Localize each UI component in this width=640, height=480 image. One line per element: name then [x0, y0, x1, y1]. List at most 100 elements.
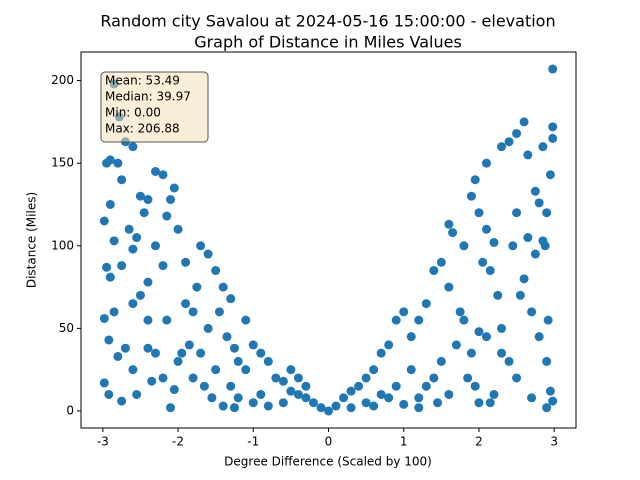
point	[169, 385, 179, 395]
point	[169, 183, 179, 193]
point	[361, 373, 371, 383]
point	[429, 373, 439, 383]
point	[135, 290, 145, 300]
x-tick-label: -3	[97, 435, 109, 449]
point	[278, 376, 288, 386]
point	[128, 299, 138, 309]
point	[444, 282, 454, 292]
point	[436, 356, 446, 366]
point	[188, 373, 198, 383]
point	[263, 356, 273, 366]
point	[286, 365, 296, 375]
y-tick-label: 200	[51, 73, 74, 87]
point	[301, 381, 311, 391]
point	[497, 323, 507, 333]
point	[384, 393, 394, 403]
point	[444, 389, 454, 399]
point	[173, 224, 183, 234]
point	[196, 241, 206, 251]
point	[530, 186, 540, 196]
point	[504, 356, 514, 366]
point	[519, 117, 529, 127]
point	[192, 282, 202, 292]
point	[214, 307, 224, 317]
point	[497, 348, 507, 358]
point	[143, 195, 153, 205]
point	[376, 389, 386, 399]
point	[444, 219, 454, 229]
point	[162, 211, 172, 221]
point	[399, 307, 409, 317]
point	[421, 299, 431, 309]
point	[117, 261, 127, 271]
point	[459, 315, 469, 325]
point	[508, 241, 518, 251]
point	[104, 389, 114, 399]
point	[545, 170, 555, 180]
point	[455, 307, 465, 317]
point	[414, 315, 424, 325]
point	[466, 191, 476, 201]
stats-line: Mean: 53.49	[105, 74, 180, 88]
point	[497, 142, 507, 152]
point	[113, 351, 123, 361]
point	[339, 393, 349, 403]
point	[233, 393, 243, 403]
point	[117, 175, 127, 185]
point	[177, 348, 187, 358]
point	[117, 396, 127, 406]
point	[542, 403, 552, 413]
point	[478, 257, 488, 267]
point	[489, 237, 499, 247]
y-axis-label: Distance (Miles)	[25, 192, 39, 288]
point	[293, 389, 303, 399]
point	[414, 393, 424, 403]
point	[429, 266, 439, 276]
chart-subtitle: Graph of Distance in Miles Values	[194, 33, 462, 52]
point	[489, 389, 499, 399]
point	[538, 142, 548, 152]
point	[543, 315, 553, 325]
point	[233, 356, 243, 366]
point	[184, 340, 194, 350]
point	[99, 378, 109, 388]
point	[399, 399, 409, 409]
point	[474, 208, 484, 218]
point	[548, 133, 558, 143]
point	[474, 327, 484, 337]
point	[548, 64, 558, 74]
point	[530, 249, 540, 259]
point	[466, 348, 476, 358]
point	[540, 241, 550, 251]
point	[263, 401, 273, 411]
point	[504, 137, 514, 147]
x-tick-label: -1	[247, 435, 259, 449]
point	[248, 398, 258, 408]
point	[369, 401, 379, 411]
stats-box	[100, 71, 209, 143]
point	[211, 266, 221, 276]
point	[406, 365, 416, 375]
point	[158, 261, 168, 271]
point	[124, 224, 134, 234]
x-tick-label: 1	[400, 435, 408, 449]
point	[545, 386, 555, 396]
point	[218, 282, 228, 292]
point	[542, 356, 552, 366]
point	[523, 233, 533, 243]
point	[481, 158, 491, 168]
x-tick-label: 3	[550, 435, 558, 449]
point	[451, 340, 461, 350]
point	[391, 315, 401, 325]
point	[158, 170, 168, 180]
point	[203, 323, 213, 333]
x-tick-label: 0	[325, 435, 333, 449]
point	[128, 142, 138, 152]
point	[135, 191, 145, 201]
point	[542, 208, 552, 218]
point	[293, 373, 303, 383]
point	[256, 348, 266, 358]
point	[104, 335, 114, 345]
point	[346, 386, 356, 396]
x-tick-label: -2	[172, 435, 184, 449]
